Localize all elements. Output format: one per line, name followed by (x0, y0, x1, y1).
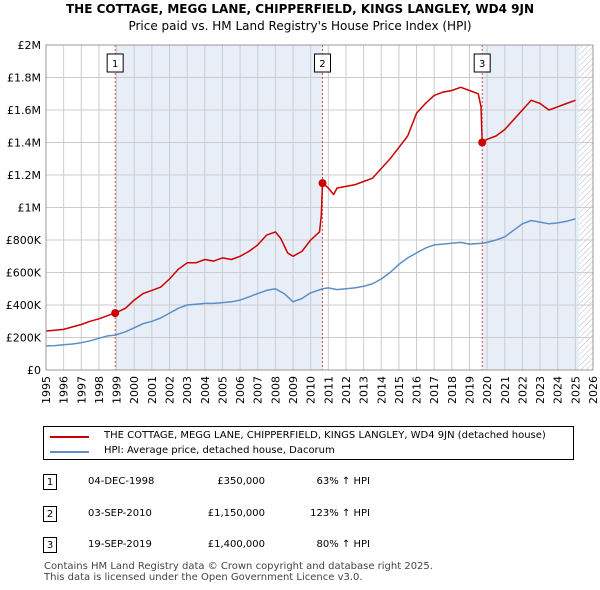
x-tick-label: 2026 (587, 376, 600, 404)
x-tick-label: 1996 (58, 376, 71, 404)
x-tick-label: 2004 (199, 376, 212, 404)
y-tick-label: £1.6M (7, 104, 41, 117)
legend-label-hpi: HPI: Average price, detached house, Daco… (104, 445, 335, 456)
transaction-price: £350,000 (217, 476, 265, 487)
y-tick-label: £2M (18, 39, 42, 52)
x-tick-label: 2010 (305, 376, 318, 404)
transaction-hpi: 80% ↑ HPI (316, 539, 370, 550)
transaction-hpi: 63% ↑ HPI (316, 476, 370, 487)
legend: THE COTTAGE, MEGG LANE, CHIPPERFIELD, KI… (43, 426, 574, 460)
x-tick-label: 2012 (340, 376, 353, 404)
x-tick-label: 2025 (569, 376, 582, 404)
x-tick-label: 1999 (111, 376, 124, 404)
sale-point (111, 309, 120, 318)
legend-swatch-hpi (50, 451, 89, 453)
price-chart: 1 2 3 £0 £200K £400K £600K £800K £1M £1.2M £1.4M £… (6, 39, 600, 404)
x-tick-label: 2000 (128, 376, 141, 404)
x-tick-label: 2024 (552, 376, 565, 404)
y-tick-label: £200K (6, 332, 42, 345)
sale-number-box (106, 53, 124, 73)
sale-number-label: 3 (479, 59, 485, 70)
transaction-price: £1,400,000 (207, 539, 265, 550)
x-tick-label: 2019 (463, 376, 476, 404)
transaction-hpi: 123% ↑ HPI (310, 508, 370, 519)
y-tick-label: £600K (6, 267, 42, 280)
legend-label-property: THE COTTAGE, MEGG LANE, CHIPPERFIELD, KI… (104, 430, 546, 441)
legend-swatch-property (50, 436, 89, 438)
transaction-date: 19-SEP-2019 (88, 539, 152, 550)
x-tick-label: 2023 (534, 376, 547, 404)
y-tick-label: £800K (6, 234, 42, 247)
x-tick-label: 2015 (393, 376, 406, 404)
x-tick-label: 2001 (146, 376, 159, 404)
hpi-line (45, 218, 576, 347)
transaction-price: £1,150,000 (207, 508, 265, 519)
x-tick-label: 1997 (75, 376, 88, 404)
x-tick-label: 2002 (164, 376, 177, 404)
sale-number-label: 1 (112, 59, 118, 70)
x-tick-label: 2017 (428, 376, 441, 404)
sale-point (478, 138, 487, 147)
x-tick-label: 2014 (375, 376, 388, 404)
x-tick-label: 2020 (481, 376, 494, 404)
x-tick-label: 2006 (234, 376, 247, 404)
chart-title: THE COTTAGE, MEGG LANE, CHIPPERFIELD, KI… (65, 2, 535, 16)
x-tick-label: 2018 (446, 376, 459, 404)
transaction-row: 3 19-SEP-2019 £1,400,000 80% ↑ HPI (0, 537, 600, 555)
x-tick-label: 2016 (411, 376, 424, 404)
y-tick-label: £0 (27, 364, 41, 377)
x-tick-label: 1995 (40, 376, 53, 404)
x-tick-label: 2007 (252, 376, 265, 404)
x-tick-label: 2005 (216, 376, 229, 404)
y-tick-label: £1.4M (7, 137, 41, 150)
sale-point (318, 179, 327, 188)
sale-number-label: 2 (319, 59, 325, 70)
sale-number-box (473, 53, 491, 73)
x-tick-label: 2021 (499, 376, 512, 404)
x-tick-label: 2009 (287, 376, 300, 404)
x-tick-label: 2013 (358, 376, 371, 404)
footer-copyright: Contains HM Land Registry data © Crown c… (44, 561, 433, 572)
transaction-row: 2 03-SEP-2010 £1,150,000 123% ↑ HPI (0, 506, 600, 524)
transaction-date: 03-SEP-2010 (88, 508, 152, 519)
chart-subtitle: Price paid vs. HM Land Registry's House … (128, 19, 472, 33)
x-tick-label: 1998 (93, 376, 106, 404)
x-tick-label: 2008 (269, 376, 282, 404)
transaction-number: 2 (43, 506, 57, 522)
sale-number-box (313, 53, 331, 73)
y-tick-label: £1.2M (7, 169, 41, 182)
y-tick-label: £1.8M (7, 72, 41, 85)
x-tick-label: 2003 (181, 376, 194, 404)
transaction-row: 1 04-DEC-1998 £350,000 63% ↑ HPI (0, 474, 600, 492)
y-tick-label: £1M (18, 202, 42, 215)
footer-licence: This data is licensed under the Open Gov… (44, 572, 363, 583)
y-tick-label: £400K (6, 299, 42, 312)
plot-border (45, 44, 594, 371)
x-tick-label: 2022 (516, 376, 529, 404)
x-tick-label: 2011 (322, 376, 335, 404)
transaction-number: 3 (43, 537, 57, 553)
transaction-number: 1 (43, 474, 57, 490)
transaction-date: 04-DEC-1998 (88, 476, 155, 487)
